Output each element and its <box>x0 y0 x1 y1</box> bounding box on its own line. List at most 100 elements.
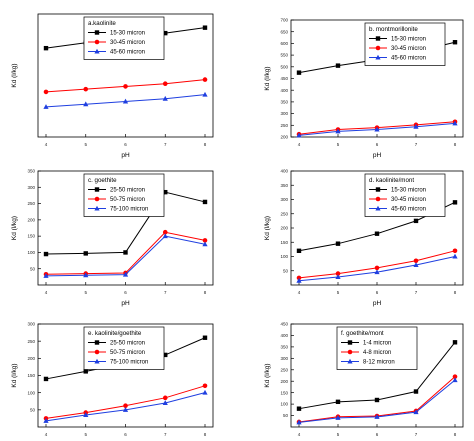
legend-label: 25-50 micron <box>110 188 145 194</box>
y-tick-label: 300 <box>280 111 288 116</box>
data-point <box>413 218 419 224</box>
data-point <box>452 40 458 45</box>
y-tick-label: 350 <box>27 169 35 174</box>
y-axis-label: Kd (l/kg) <box>264 363 271 387</box>
legend-label: 15-30 micron <box>110 31 145 37</box>
x-tick-label: 7 <box>415 290 418 295</box>
data-point <box>296 70 302 75</box>
x-tick-label: 4 <box>45 432 48 437</box>
data-point <box>162 229 168 235</box>
y-axis-label: Kd (l/kg) <box>11 363 18 387</box>
data-point <box>162 400 168 405</box>
x-tick-label: 4 <box>45 142 48 147</box>
y-tick-label: 250 <box>280 211 288 216</box>
legend-marker <box>94 48 100 54</box>
legend: d. kaolinite/mont 15-30 micron 30-45 micro… <box>364 173 446 217</box>
chart-panel-4: 4 5 6 7 8 50 100 150 200 250 300 350 400 pH Kd (l/kg) d… <box>264 169 464 307</box>
x-axis-label: pH <box>373 300 382 307</box>
data-point <box>335 399 341 405</box>
chart-panel-5: 4567850100150200250300pHKd (l/kg)e. kaol… <box>11 322 214 437</box>
data-point <box>163 189 168 195</box>
data-point <box>43 104 49 109</box>
data-point <box>335 274 341 280</box>
x-tick-label: 8 <box>454 432 457 437</box>
y-tick-label: 50 <box>30 407 36 412</box>
data-point <box>374 265 380 271</box>
legend: c. goethite 25-50 micron 50-75 micron 75-10… <box>83 173 165 217</box>
data-point <box>202 91 208 97</box>
x-tick-label: 8 <box>454 290 457 295</box>
data-point <box>43 251 49 257</box>
x-tick-label: 5 <box>337 290 340 295</box>
data-point <box>296 248 302 253</box>
data-point <box>43 89 49 95</box>
y-tick-label: 350 <box>280 183 288 188</box>
y-tick-label: 400 <box>280 88 288 93</box>
y-tick-label: 100 <box>27 250 35 255</box>
data-point <box>413 123 419 129</box>
legend-marker <box>375 45 381 51</box>
data-point <box>296 275 302 281</box>
x-tick-label: 7 <box>164 290 167 295</box>
data-point <box>296 419 302 425</box>
x-tick-label: 8 <box>204 432 207 437</box>
x-tick-label: 8 <box>454 142 457 147</box>
legend-label: 30-45 micron <box>391 46 426 52</box>
y-tick-label: 100 <box>280 402 288 407</box>
legend-label: 75-100 micron <box>110 207 148 213</box>
y-tick-label: 650 <box>280 29 288 34</box>
y-tick-label: 450 <box>280 76 288 81</box>
data-point <box>413 258 419 264</box>
data-point <box>163 352 168 358</box>
data-point <box>374 414 380 419</box>
x-axis-label: pH <box>121 152 130 159</box>
y-tick-label: 100 <box>280 254 288 259</box>
data-point <box>296 277 302 283</box>
data-point <box>83 412 89 417</box>
legend-box <box>364 22 446 66</box>
data-point <box>413 389 419 394</box>
data-point <box>83 272 89 278</box>
y-tick-label: 250 <box>280 367 288 372</box>
y-tick-label: 400 <box>280 169 288 174</box>
y-tick-label: 500 <box>280 64 288 69</box>
legend-marker <box>94 205 100 211</box>
legend-marker <box>375 187 381 192</box>
y-axis-label: Kd (l/kg) <box>11 63 18 87</box>
x-tick-label: 6 <box>124 142 127 147</box>
chart-title: d. kaolinite/mont <box>369 177 414 184</box>
data-point <box>335 128 341 134</box>
chart-panel-1: 4 5 6 7 8 pH Kd (l/kg) a.kaolinite 15-30 micron 3… <box>11 13 214 159</box>
legend-marker <box>94 187 100 192</box>
y-tick-label: 50 <box>30 266 36 271</box>
data-point <box>123 84 128 89</box>
x-tick-label: 7 <box>164 432 167 437</box>
y-tick-label: 250 <box>280 123 288 128</box>
x-tick-label: 7 <box>415 432 418 437</box>
data-point <box>452 253 458 259</box>
y-tick-label: 200 <box>280 135 288 140</box>
legend-label: 25-50 micron <box>110 341 145 347</box>
y-tick-label: 550 <box>280 53 288 58</box>
y-tick-label: 700 <box>280 18 288 23</box>
y-tick-label: 150 <box>27 373 35 378</box>
data-point <box>202 25 208 30</box>
y-tick-label: 300 <box>27 322 35 327</box>
legend-marker <box>375 54 381 60</box>
x-axis-label: pH <box>121 300 130 307</box>
legend-label: 30-45 micron <box>391 197 426 203</box>
chart-panel-2: 4 5 6 7 8 200 250 300 350 400 450 500 550 600 650 700 pH… <box>264 18 464 159</box>
data-point <box>296 406 302 411</box>
x-tick-label: 8 <box>204 142 207 147</box>
data-point <box>335 63 341 68</box>
legend-label: 1-4 micron <box>363 341 391 347</box>
legend-label: 30-45 micron <box>110 40 145 46</box>
y-tick-label: 600 <box>280 41 288 46</box>
legend-label: 50-75 micron <box>110 197 145 203</box>
y-tick-label: 200 <box>27 217 35 222</box>
data-point <box>374 126 380 132</box>
x-tick-label: 4 <box>298 290 301 295</box>
chart-title: a.kaolinite <box>88 20 116 27</box>
data-point <box>83 369 88 374</box>
data-point <box>122 407 129 412</box>
